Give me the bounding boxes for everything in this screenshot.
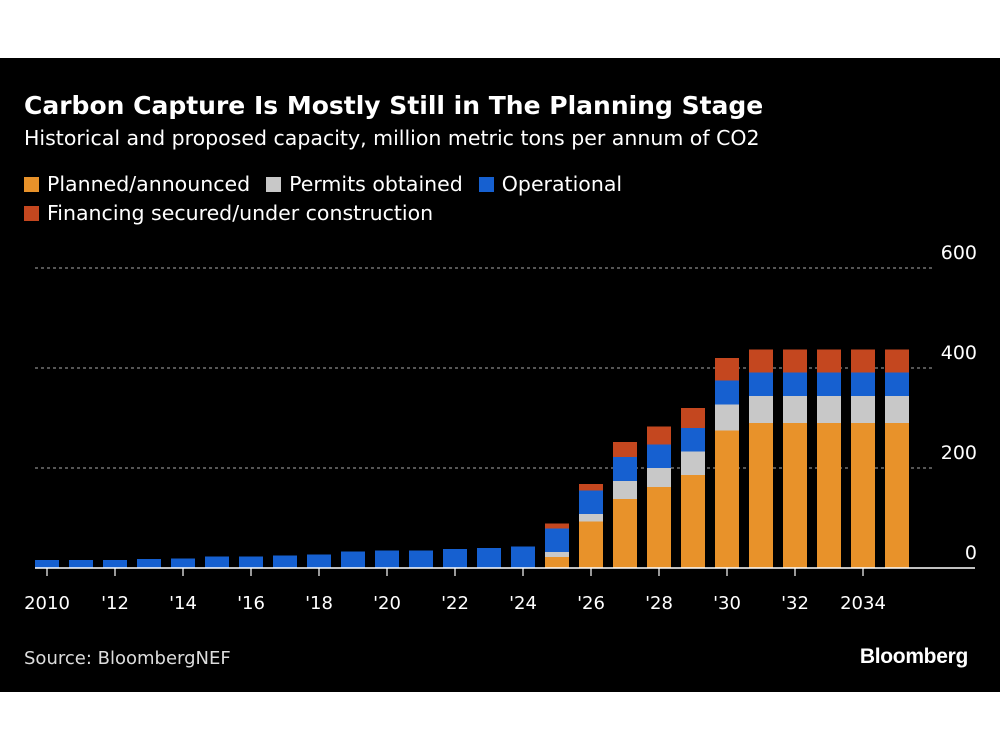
bar-segment-permits-obtained-2029 — [681, 451, 705, 475]
bar-segment-operational-2028 — [647, 444, 671, 468]
bar-segment-operational-2025 — [545, 528, 569, 552]
y-tick-label: 600 — [941, 242, 977, 264]
bar-segment-operational-2027 — [613, 457, 637, 481]
bar-segment-financing-secured-under-construction-2029 — [681, 408, 705, 428]
bar-segment-operational-2026 — [579, 490, 603, 514]
chart-subtitle: Historical and proposed capacity, millio… — [24, 126, 760, 150]
bar-segment-planned-announced-2026 — [579, 521, 603, 568]
bar-segment-financing-secured-under-construction-2034 — [851, 349, 875, 373]
bar-segment-operational-2020 — [375, 550, 399, 568]
y-tick-label: 0 — [965, 542, 977, 564]
bar-segment-operational-2032 — [783, 372, 807, 396]
legend-swatch — [24, 176, 39, 192]
bar-segment-permits-obtained-2028 — [647, 468, 671, 487]
bar-segment-planned-announced-2035 — [885, 423, 909, 568]
bar-segment-financing-secured-under-construction-2027 — [613, 442, 637, 457]
legend-label: Permits obtained — [289, 172, 463, 196]
source-note: Source: BloombergNEF — [24, 648, 231, 669]
legend-row-2: Financing secured/under construction — [24, 201, 433, 225]
bar-segment-operational-2016 — [239, 556, 263, 568]
x-tick-label: '20 — [373, 593, 401, 614]
bloomberg-logo: Bloomberg — [859, 645, 968, 668]
bar-segment-operational-2015 — [205, 556, 229, 568]
bar-segment-permits-obtained-2031 — [749, 396, 773, 423]
bar-segment-planned-announced-2028 — [647, 487, 671, 568]
bar-segment-operational-2013 — [137, 559, 161, 568]
bar-segment-operational-2023 — [477, 548, 501, 568]
x-tick-label: '16 — [237, 593, 265, 614]
bar-segment-operational-2021 — [409, 550, 433, 568]
bar-segment-operational-2035 — [885, 372, 909, 396]
legend-label: Operational — [501, 172, 623, 196]
legend-item-planned: Planned/announced — [24, 172, 250, 196]
legend-label: Planned/announced — [47, 172, 251, 196]
bar-segment-planned-announced-2034 — [851, 423, 875, 568]
bar-segment-permits-obtained-2032 — [783, 396, 807, 423]
x-tick-label: '30 — [713, 593, 741, 614]
bar-segment-permits-obtained-2025 — [545, 552, 569, 557]
bar-segment-financing-secured-under-construction-2025 — [545, 523, 569, 529]
bar-segment-operational-2024 — [511, 546, 535, 568]
legend-item-operational: Operational — [478, 172, 623, 196]
bar-segment-operational-2018 — [307, 554, 331, 568]
bar-segment-financing-secured-under-construction-2035 — [885, 349, 909, 373]
legend-label: Financing secured/under construction — [47, 201, 434, 225]
bar-segment-operational-2029 — [681, 428, 705, 452]
bar-segment-planned-announced-2027 — [613, 499, 637, 568]
bar-segment-operational-2022 — [443, 549, 467, 568]
bar-segment-operational-2031 — [749, 372, 773, 396]
legend-item-permits: Permits obtained — [266, 172, 463, 196]
y-tick-label: 200 — [941, 442, 977, 464]
legend-swatch — [24, 205, 39, 221]
legend-swatch — [478, 176, 494, 192]
bar-segment-financing-secured-under-construction-2026 — [579, 484, 603, 491]
x-tick-label: '14 — [169, 593, 197, 614]
bar-segment-operational-2033 — [817, 372, 841, 396]
bar-segment-permits-obtained-2026 — [579, 514, 603, 522]
bar-segment-operational-2014 — [171, 558, 195, 568]
x-tick-label: '28 — [645, 593, 673, 614]
x-tick-label: '32 — [781, 593, 809, 614]
bar-segment-financing-secured-under-construction-2030 — [715, 358, 739, 381]
legend-item-financing: Financing secured/under construction — [24, 201, 433, 225]
bar-segment-planned-announced-2031 — [749, 423, 773, 568]
x-tick-label: 2034 — [840, 593, 886, 614]
x-tick-label: '12 — [101, 593, 129, 614]
bar-segment-operational-2011 — [69, 560, 93, 568]
chart-title: Carbon Capture Is Mostly Still in The Pl… — [24, 91, 764, 120]
x-tick-label: 2010 — [24, 593, 70, 614]
bar-segment-operational-2030 — [715, 380, 739, 405]
bar-segment-permits-obtained-2030 — [715, 404, 739, 431]
bar-segment-planned-announced-2030 — [715, 430, 739, 568]
bar-segment-planned-announced-2032 — [783, 423, 807, 568]
bar-segment-financing-secured-under-construction-2031 — [749, 349, 773, 373]
bar-segment-permits-obtained-2035 — [885, 396, 909, 423]
bar-segment-permits-obtained-2033 — [817, 396, 841, 423]
bar-segment-permits-obtained-2034 — [851, 396, 875, 423]
bar-segment-operational-2019 — [341, 551, 365, 568]
bar-segment-planned-announced-2033 — [817, 423, 841, 568]
x-tick-label: '22 — [441, 593, 469, 614]
bar-segment-operational-2012 — [103, 560, 127, 568]
bar-segment-operational-2034 — [851, 372, 875, 396]
bar-segment-financing-secured-under-construction-2032 — [783, 349, 807, 373]
bar-segment-planned-announced-2029 — [681, 475, 705, 568]
legend-swatch — [266, 176, 282, 192]
bar-segment-planned-announced-2025 — [545, 557, 569, 568]
x-tick-label: '26 — [577, 593, 605, 614]
x-tick-label: '18 — [305, 593, 333, 614]
bar-segment-permits-obtained-2027 — [613, 481, 637, 499]
y-tick-label: 400 — [941, 342, 977, 364]
x-tick-label: '24 — [509, 593, 537, 614]
bar-segment-operational-2017 — [273, 555, 297, 568]
bar-segment-financing-secured-under-construction-2033 — [817, 349, 841, 373]
legend-row-1: Planned/announced Permits obtained Opera… — [24, 172, 622, 196]
bar-segment-financing-secured-under-construction-2028 — [647, 426, 671, 445]
bar-segment-operational-2010 — [35, 560, 59, 568]
